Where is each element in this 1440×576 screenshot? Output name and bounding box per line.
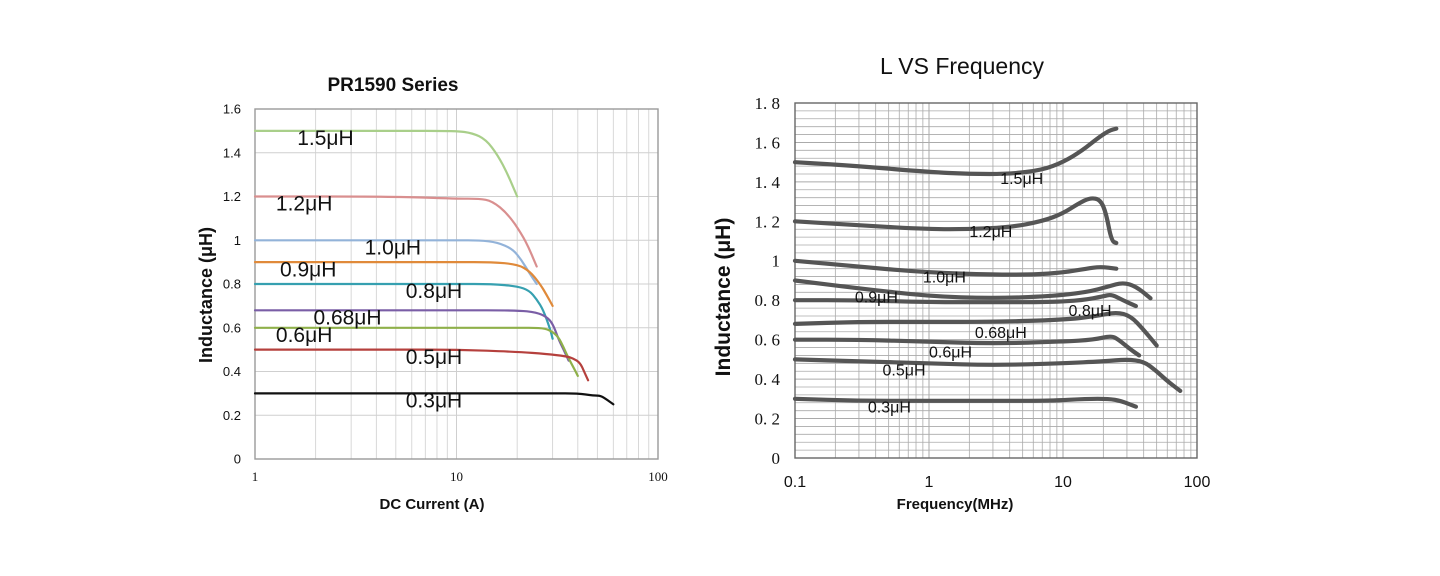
x-axis-label: DC Current (A) <box>380 496 485 513</box>
series-labels: 1.5μH 1.2μH 1.0μH 0.9μH 0.8μH 0.68μH0.6μH0.5μ… <box>855 171 1112 417</box>
series-line-4 <box>253 282 554 340</box>
series-line-5 <box>792 310 1159 348</box>
series-label: 0.9μH <box>855 289 898 306</box>
series-label: 0.5μH <box>406 346 462 369</box>
y-tick-label: 0. 8 <box>755 291 781 310</box>
series-line-3 <box>792 278 1153 301</box>
series-line-7 <box>253 348 590 382</box>
series-label: 1.2μH <box>276 193 332 216</box>
series-label: 1.0μH <box>365 236 421 259</box>
y-tick-label: 0 <box>772 449 781 468</box>
chart-title: L VS Frequency <box>880 53 1045 79</box>
series-line-4 <box>792 292 1138 309</box>
x-tick-label: 10 <box>450 469 463 484</box>
grid <box>794 102 1198 459</box>
y-tick-label: 1. 6 <box>755 133 781 152</box>
series-label: 0.6μH <box>929 345 972 362</box>
y-tick-label: 1.4 <box>223 145 241 160</box>
x-tick-label: 1 <box>925 474 934 491</box>
plot-area <box>795 103 1197 458</box>
tick-labels: 0 0. 2 0. 4 0. 6 0. 8 1 1. 2 1. 4 1. 6 1. 8 0.1 1 10… <box>755 94 1211 491</box>
y-tick-label: 1.2 <box>223 189 241 204</box>
x-tick-label: 100 <box>1184 474 1211 491</box>
series-label: 0.6μH <box>276 324 332 347</box>
series-label: 0.8μH <box>406 280 462 303</box>
series-label: 0.3μH <box>868 400 911 417</box>
y-tick-label: 0.6 <box>223 320 241 335</box>
series-line-6 <box>792 334 1142 358</box>
series-line-0 <box>253 129 519 198</box>
x-tick-label: 1 <box>252 469 259 484</box>
series-label: 0.9μH <box>280 258 336 281</box>
series-lines <box>253 129 615 406</box>
series-line-1 <box>792 196 1119 246</box>
y-tick-label: 0.4 <box>223 364 241 379</box>
series-line-8 <box>792 396 1138 409</box>
x-tick-label: 10 <box>1054 474 1072 491</box>
x-tick-label: 0.1 <box>784 474 806 491</box>
chart-title: PR1590 Series <box>328 75 459 96</box>
series-label: 0.8μH <box>1069 303 1112 320</box>
y-tick-label: 1 <box>234 233 241 248</box>
series-line-2 <box>253 239 538 286</box>
x-tick-label: 100 <box>648 469 668 484</box>
series-line-3 <box>253 260 554 307</box>
y-tick-label: 1.6 <box>223 102 241 117</box>
y-tick-label: 1. 4 <box>755 173 781 192</box>
series-lines <box>792 126 1183 409</box>
series-label: 1.0μH <box>923 270 966 287</box>
series-line-0 <box>792 126 1119 177</box>
dc-current-chart: 0 0.2 0.4 0.6 0.8 1 1.2 1.4 1.6 1 10 100 1.5μH 1.2μH… <box>196 75 668 513</box>
series-label: 0.68μH <box>313 306 381 329</box>
series-line-8 <box>253 392 615 406</box>
series-line-7 <box>792 357 1183 393</box>
tick-labels: 0 0.2 0.4 0.6 0.8 1 1.2 1.4 1.6 1 10 100 <box>223 102 668 484</box>
series-label: 0.5μH <box>883 362 926 379</box>
series-label: 1.5μH <box>1000 171 1043 188</box>
series-line-1 <box>253 195 538 268</box>
series-label: 1.5μH <box>297 127 353 150</box>
series-label: 1.2μH <box>969 224 1012 241</box>
series-label: 0.68μH <box>975 325 1027 342</box>
y-tick-label: 1. 8 <box>755 94 781 113</box>
y-tick-label: 0. 6 <box>755 331 781 350</box>
y-tick-label: 1. 2 <box>755 212 781 231</box>
y-tick-label: 1 <box>772 252 781 271</box>
frequency-chart: 0 0. 2 0. 4 0. 6 0. 8 1 1. 2 1. 4 1. 6 1. 8 0.1 1 10… <box>712 53 1210 513</box>
y-tick-label: 0.8 <box>223 277 241 292</box>
y-axis-label: Inductance (μH) <box>196 227 216 363</box>
y-tick-label: 0. 4 <box>755 370 781 389</box>
y-tick-label: 0. 2 <box>755 410 781 429</box>
series-label: 0.3μH <box>406 390 462 413</box>
y-axis-label: Inductance (μH) <box>712 218 735 377</box>
y-tick-label: 0.2 <box>223 408 241 423</box>
x-axis-label: Frequency(MHz) <box>897 496 1014 513</box>
series-line-2 <box>792 258 1119 277</box>
y-tick-label: 0 <box>234 452 241 467</box>
